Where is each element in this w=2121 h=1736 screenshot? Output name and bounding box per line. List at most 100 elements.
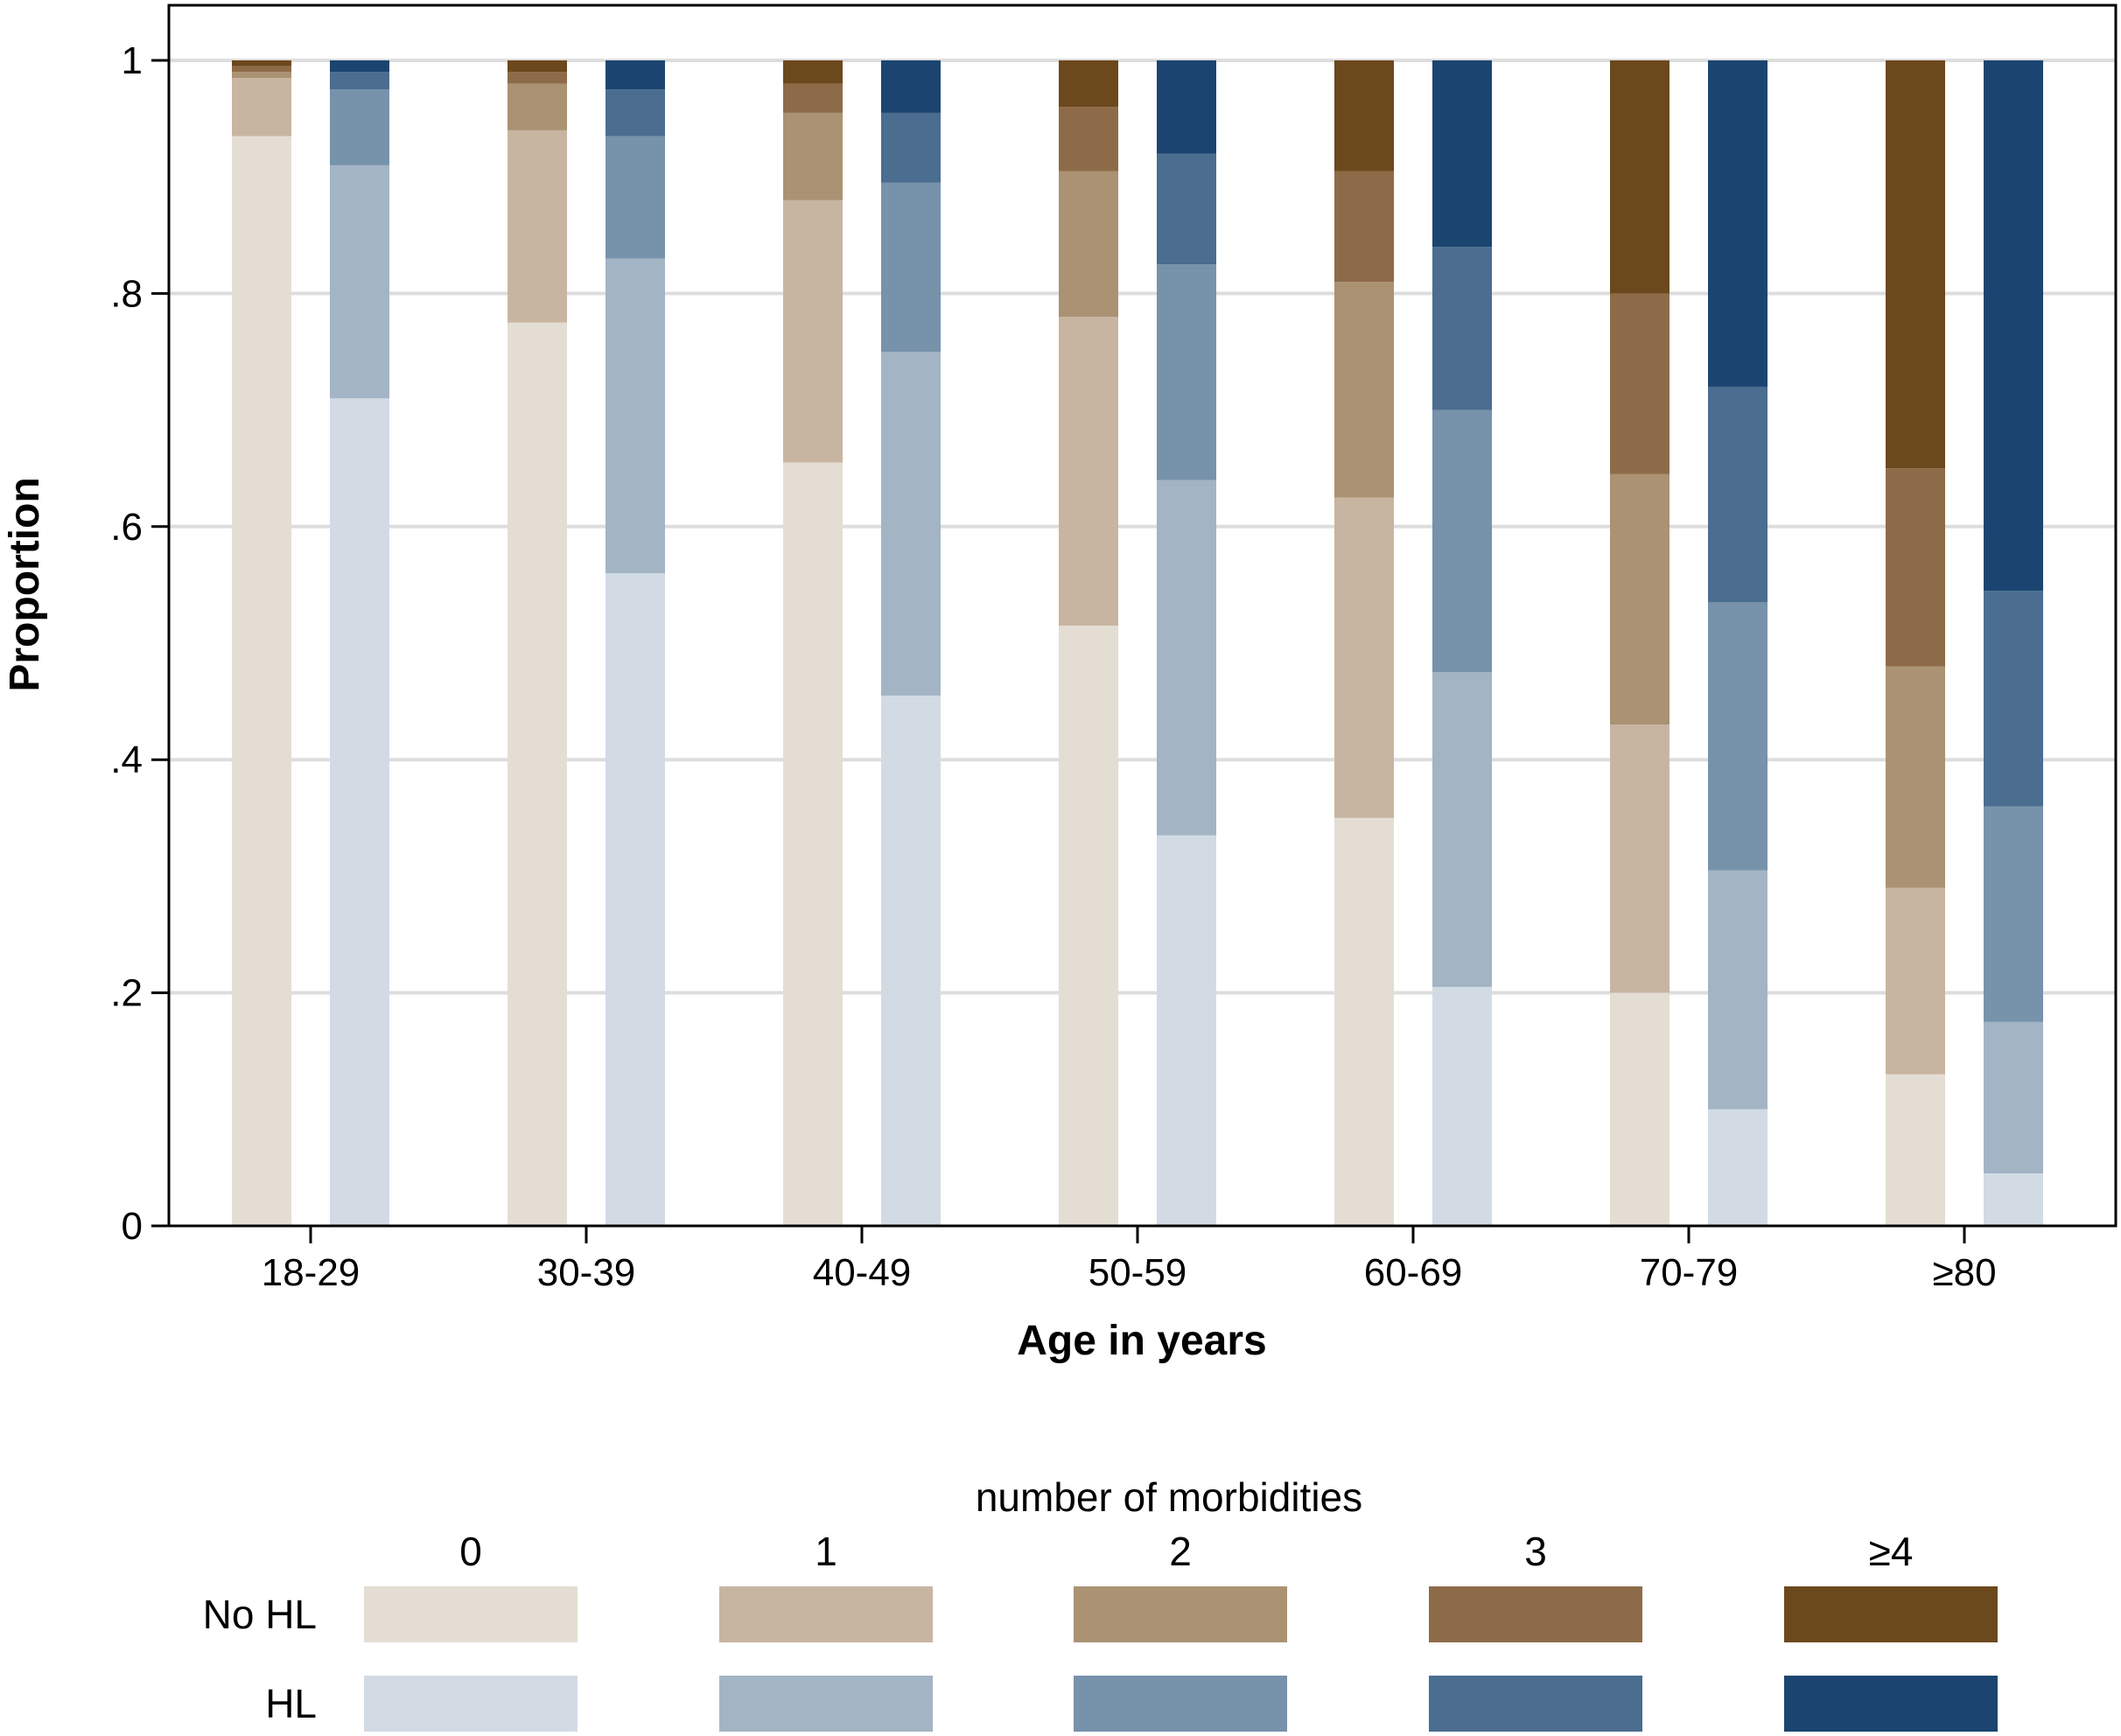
bar-no-hl-ge4-ge80 <box>1886 60 1945 469</box>
bar-no-hl-1-40-49 <box>783 200 843 463</box>
bar-hl-0-70-79 <box>1708 1109 1768 1226</box>
bar-no-hl-2-50-59 <box>1059 171 1118 318</box>
x-tick-label: 50-59 <box>1088 1251 1187 1294</box>
x-axis-title: Age in years <box>1017 1318 1266 1364</box>
bar-hl-1-50-59 <box>1157 480 1216 836</box>
bar-no-hl-2-40-49 <box>783 112 843 200</box>
legend-swatch-no-hl-3 <box>1429 1586 1642 1642</box>
y-tick-label: .8 <box>110 272 143 315</box>
bar-no-hl-1-60-69 <box>1334 497 1394 818</box>
bar-hl-3-ge80 <box>1984 591 2043 807</box>
y-tick-label: .2 <box>110 972 143 1015</box>
bar-no-hl-0-40-49 <box>783 462 843 1226</box>
legend-swatch-no-hl-1 <box>719 1586 933 1642</box>
x-tick-label: 60-69 <box>1364 1251 1463 1294</box>
x-tick-label: 18-29 <box>262 1251 360 1294</box>
bar-no-hl-ge4-18-29 <box>232 60 291 66</box>
legend-level-label: 0 <box>459 1529 482 1574</box>
bar-no-hl-ge4-30-39 <box>508 60 567 73</box>
bar-hl-2-ge80 <box>1984 806 2043 1022</box>
y-tick-label: 1 <box>122 39 143 82</box>
bar-hl-1-70-79 <box>1708 870 1768 1110</box>
bar-no-hl-1-50-59 <box>1059 317 1118 626</box>
bar-hl-2-70-79 <box>1708 602 1768 871</box>
legend-title: number of morbidities <box>976 1474 1362 1520</box>
legend-swatch-hl-1 <box>719 1676 933 1732</box>
bar-hl-0-40-49 <box>881 695 941 1226</box>
bar-hl-ge4-70-79 <box>1708 60 1768 387</box>
bar-hl-0-ge80 <box>1984 1173 2043 1226</box>
bar-hl-ge4-30-39 <box>606 60 665 90</box>
bar-no-hl-0-50-59 <box>1059 626 1118 1226</box>
x-tick-label: 30-39 <box>537 1251 636 1294</box>
x-axis: 18-29 30-39 40-49 50-59 60-69 70-79 ≥80 <box>262 1226 1997 1294</box>
bar-hl-ge4-40-49 <box>881 60 941 113</box>
bar-no-hl-0-18-29 <box>232 136 291 1227</box>
legend-swatch-hl-0 <box>364 1676 578 1732</box>
legend-swatch-hl-2 <box>1074 1676 1287 1732</box>
bar-hl-0-60-69 <box>1432 986 1492 1226</box>
bar-hl-ge4-ge80 <box>1984 60 2043 592</box>
legend-swatch-no-hl-ge4 <box>1784 1586 1998 1642</box>
legend-group-label: No HL <box>203 1592 317 1637</box>
legend-level-label: 3 <box>1524 1529 1547 1574</box>
bar-no-hl-2-70-79 <box>1610 473 1670 725</box>
legend-level-label: ≥4 <box>1869 1529 1914 1574</box>
bar-hl-1-ge80 <box>1984 1021 2043 1174</box>
bar-hl-2-50-59 <box>1157 264 1216 480</box>
bar-hl-2-30-39 <box>606 136 665 259</box>
bar-hl-2-40-49 <box>881 182 941 352</box>
legend-swatch-no-hl-0 <box>364 1586 578 1642</box>
x-tick-label: 40-49 <box>813 1251 912 1294</box>
bar-hl-ge4-50-59 <box>1157 60 1216 154</box>
bar-hl-0-50-59 <box>1157 835 1216 1226</box>
bar-no-hl-2-ge80 <box>1886 666 1945 888</box>
bar-hl-3-60-69 <box>1432 247 1492 410</box>
bar-no-hl-ge4-70-79 <box>1610 60 1670 294</box>
y-tick-label: .4 <box>110 738 143 781</box>
bar-hl-3-70-79 <box>1708 386 1768 603</box>
x-tick-label: 70-79 <box>1640 1251 1739 1294</box>
bar-hl-3-30-39 <box>606 89 665 136</box>
bar-no-hl-3-40-49 <box>783 83 843 113</box>
bar-no-hl-2-60-69 <box>1334 282 1394 498</box>
bar-no-hl-3-18-29 <box>232 66 291 73</box>
plot-area <box>169 5 2116 1226</box>
bar-no-hl-0-60-69 <box>1334 817 1394 1226</box>
bar-no-hl-3-50-59 <box>1059 107 1118 172</box>
bar-no-hl-1-ge80 <box>1886 887 1945 1074</box>
legend-swatch-no-hl-2 <box>1074 1586 1287 1642</box>
bar-hl-3-50-59 <box>1157 153 1216 265</box>
bar-no-hl-2-18-29 <box>232 72 291 78</box>
gridlines <box>169 59 2116 995</box>
bar-hl-1-18-29 <box>330 164 389 399</box>
bar-no-hl-1-70-79 <box>1610 724 1670 993</box>
bar-hl-0-30-39 <box>606 573 665 1226</box>
bar-no-hl-1-30-39 <box>508 130 567 323</box>
y-axis: 0 .2 .4 .6 .8 1 <box>110 39 169 1248</box>
bar-no-hl-2-30-39 <box>508 83 567 130</box>
bar-no-hl-1-18-29 <box>232 77 291 136</box>
bar-no-hl-ge4-40-49 <box>783 60 843 84</box>
bar-no-hl-ge4-50-59 <box>1059 60 1118 108</box>
legend-swatch-hl-ge4 <box>1784 1676 1998 1732</box>
y-tick-label: .6 <box>110 506 143 549</box>
legend-level-label: 1 <box>815 1529 837 1574</box>
bars <box>232 60 2043 1227</box>
legend-swatch-hl-3 <box>1429 1676 1642 1732</box>
legend-group-label: HL <box>265 1681 317 1726</box>
bar-no-hl-0-70-79 <box>1610 992 1670 1226</box>
legend: number of morbidities 0 1 2 3 ≥4 No HL HL <box>203 1474 1998 1732</box>
bar-hl-2-60-69 <box>1432 410 1492 673</box>
bar-no-hl-3-ge80 <box>1886 468 1945 667</box>
bar-hl-1-60-69 <box>1432 672 1492 987</box>
plot-frame <box>167 4 2118 1228</box>
legend-level-label: 2 <box>1169 1529 1192 1574</box>
bar-hl-1-40-49 <box>881 352 941 696</box>
bar-no-hl-3-70-79 <box>1610 293 1670 474</box>
bar-no-hl-0-ge80 <box>1886 1074 1945 1226</box>
bar-no-hl-3-60-69 <box>1334 171 1394 283</box>
bar-hl-3-18-29 <box>330 72 389 90</box>
bar-no-hl-3-30-39 <box>508 72 567 84</box>
